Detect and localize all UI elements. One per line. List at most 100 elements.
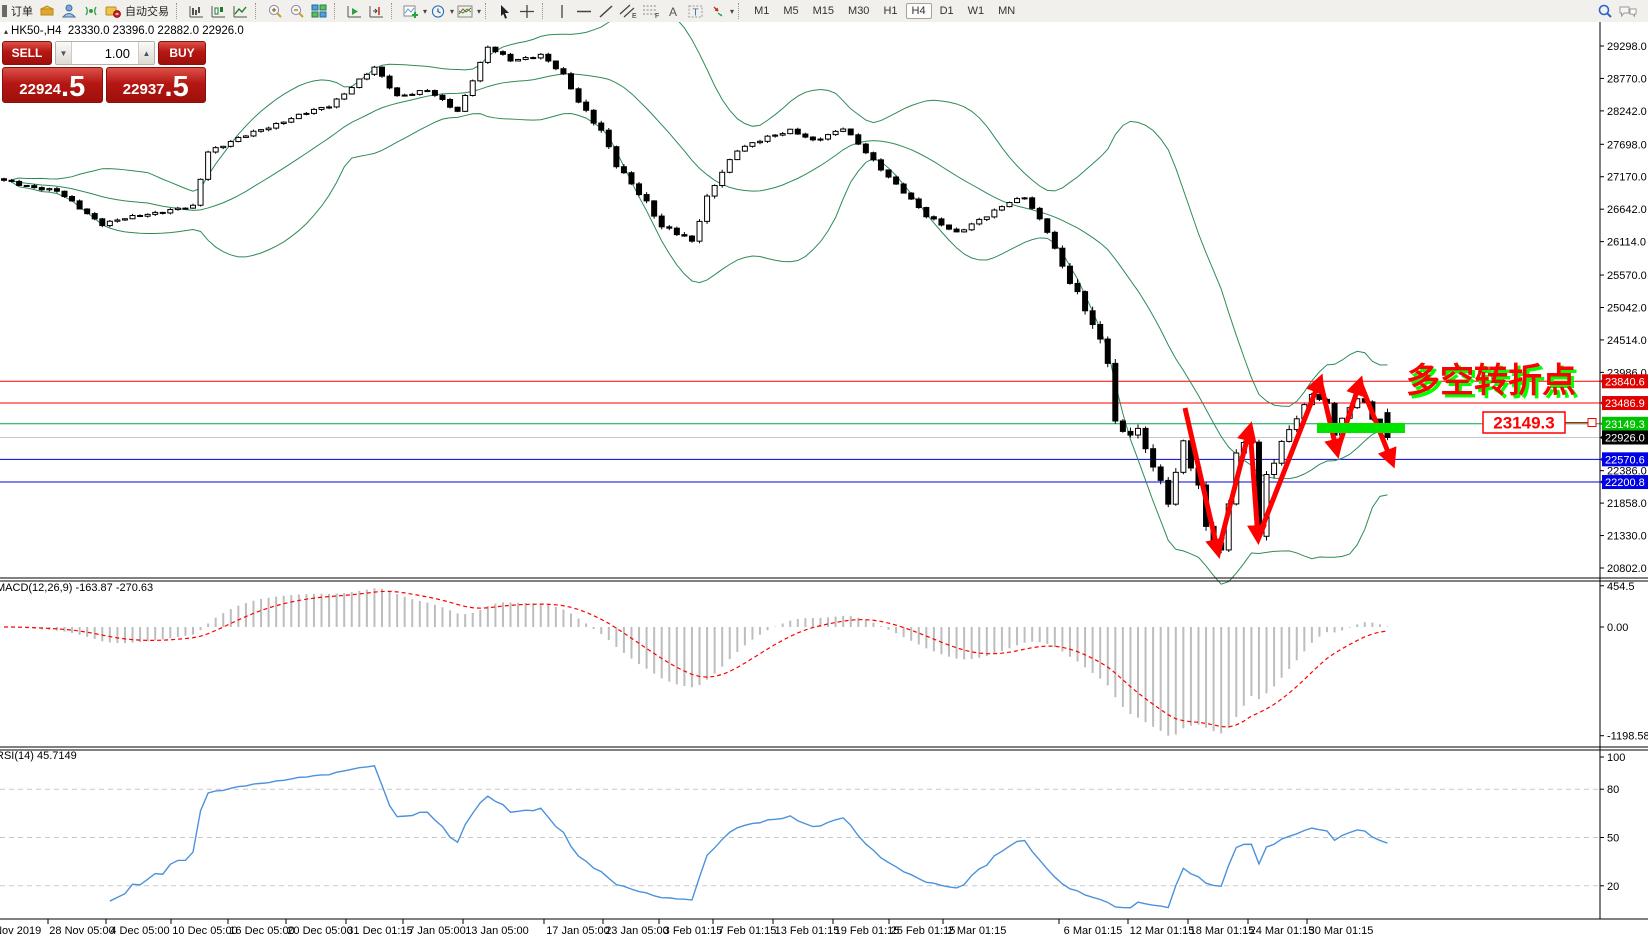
- trend-arrow-annotation[interactable]: [1334, 375, 1366, 453]
- candle-body: [772, 134, 779, 137]
- text-tool-button[interactable]: A: [665, 2, 683, 20]
- trendline-tool-button[interactable]: [597, 2, 615, 20]
- collapse-panel-arrow-icon[interactable]: ▴: [4, 27, 9, 36]
- candle-body: [764, 135, 771, 142]
- timeframe-h1[interactable]: H1: [883, 5, 898, 17]
- crosshair-tool-button[interactable]: [518, 2, 536, 20]
- buy-button[interactable]: BUY: [158, 41, 206, 65]
- timeframe-m1[interactable]: M1: [754, 5, 770, 17]
- horizontal-line-tool-button[interactable]: [575, 2, 593, 20]
- cursor-tool-button[interactable]: [496, 2, 514, 20]
- trend-arrow-annotation[interactable]: [1215, 421, 1257, 553]
- time-axis-label: 10 Dec 05:00: [172, 925, 237, 937]
- timeframe-bar: M1 M5 M15 M30 H1 H4 D1 W1 MN: [747, 3, 1022, 19]
- candle-body: [734, 150, 741, 161]
- chevron-down-icon[interactable]: ▾: [477, 6, 482, 16]
- chart-canvas[interactable]: 29298.0 28770.0 28242.0 27698.0 27170.0 26642…: [0, 22, 1648, 941]
- candle-body: [484, 46, 491, 63]
- new-order-button[interactable]: 订单: [11, 6, 33, 18]
- price-badge-label: 23840.6: [1605, 376, 1645, 388]
- volume-input[interactable]: 1.00: [104, 45, 130, 61]
- autotrading-button[interactable]: 自动交易: [125, 6, 169, 18]
- chat-icon[interactable]: [1618, 2, 1638, 20]
- candle-body: [885, 169, 892, 178]
- chart-title: ▴ HK50-,H4 23330.0 23396.0 22882.0 22926.…: [4, 25, 244, 37]
- signal-icon[interactable]: [82, 2, 100, 20]
- candle-body: [8, 179, 15, 182]
- volume-increase-button[interactable]: ▲: [138, 42, 154, 64]
- timeframe-w1[interactable]: W1: [967, 5, 985, 17]
- price-badge-label: 22926.0: [1605, 432, 1645, 444]
- rsi-axis-label: 20: [1607, 881, 1619, 893]
- sell-price-frac: .5: [61, 71, 86, 104]
- autotrading-icon[interactable]: [104, 2, 122, 20]
- candle-body: [552, 60, 559, 70]
- tile-windows-button[interactable]: [310, 2, 328, 20]
- volume-decrease-button[interactable]: ▼: [56, 42, 72, 64]
- sell-price-display[interactable]: 22924.5: [2, 67, 103, 103]
- candle-body: [817, 138, 824, 141]
- period-clock-button[interactable]: [429, 2, 447, 20]
- arrows-tool-button[interactable]: [709, 2, 727, 20]
- zoom-out-button[interactable]: [288, 2, 306, 20]
- zoom-in-button[interactable]: [266, 2, 284, 20]
- bar-chart-type-button[interactable]: [187, 2, 205, 20]
- candle-body: [930, 216, 937, 220]
- candle-body: [235, 136, 242, 143]
- toolbar-separator: [485, 3, 490, 19]
- candle-body: [893, 176, 900, 185]
- timeframe-h4[interactable]: H4: [905, 3, 932, 19]
- time-axis-label: 30 Mar 01:15: [1309, 925, 1374, 937]
- buy-price-display[interactable]: 22937.5: [105, 67, 206, 103]
- time-axis-label: 20 Dec 05:00: [287, 925, 352, 937]
- vertical-line-tool-button[interactable]: [553, 2, 571, 20]
- candlestick-chart-type-button[interactable]: [209, 2, 227, 20]
- add-indicator-button[interactable]: [402, 2, 420, 20]
- candle-body: [288, 118, 295, 123]
- search-icon[interactable]: [1596, 2, 1614, 20]
- candle-body: [492, 46, 499, 53]
- price-badge-arrow: [1600, 377, 1605, 386]
- candle-body: [1293, 418, 1300, 431]
- timeframe-d1[interactable]: D1: [939, 5, 954, 17]
- profile-icon[interactable]: [60, 2, 78, 20]
- timeframe-m30[interactable]: M30: [848, 5, 870, 17]
- candle-body: [318, 106, 325, 110]
- time-axis-label: 13 Feb 01:15: [775, 925, 840, 937]
- chevron-down-icon[interactable]: ▾: [450, 6, 455, 16]
- candle-body: [1021, 197, 1028, 200]
- fibonacci-tool-button[interactable]: F: [642, 2, 661, 20]
- chevron-down-icon[interactable]: ▾: [730, 6, 735, 16]
- price-badge: [1602, 430, 1648, 445]
- candle-body: [76, 200, 83, 210]
- trend-arrow-annotation[interactable]: [1357, 381, 1397, 469]
- candle-body: [220, 145, 227, 149]
- timeframe-m5[interactable]: M5: [783, 5, 799, 17]
- bollinger-lower-band: [11, 113, 1388, 585]
- market-depth-icon[interactable]: [38, 2, 56, 20]
- chart-shift-button[interactable]: [367, 2, 385, 20]
- candle-body: [1097, 324, 1104, 340]
- price-badge-arrow: [1600, 455, 1605, 464]
- templates-button[interactable]: [456, 2, 474, 20]
- candle-body: [469, 80, 476, 96]
- text-label-tool-button[interactable]: T: [687, 2, 705, 20]
- trend-arrow-annotation[interactable]: [1182, 407, 1225, 559]
- timeframe-m15[interactable]: M15: [812, 5, 835, 17]
- candle-body: [371, 66, 378, 75]
- candle-body: [1271, 462, 1278, 476]
- trend-arrow-annotation[interactable]: [1247, 427, 1268, 545]
- timeframe-mn[interactable]: MN: [998, 5, 1016, 17]
- main-toolbar: 订单 自动交易 ▾ ▾ ▾ E F A T ▾ M1 M5 M15 M30 H1 H4 D1…: [0, 0, 1648, 23]
- auto-scroll-button[interactable]: [345, 2, 363, 20]
- trend-arrow-annotation[interactable]: [1255, 373, 1325, 539]
- chevron-down-icon[interactable]: ▾: [423, 6, 428, 16]
- candle-body: [643, 194, 650, 202]
- equidistant-channel-tool-button[interactable]: E: [619, 2, 638, 20]
- candle-body: [69, 196, 76, 202]
- support-highlight-bar[interactable]: [1317, 423, 1405, 433]
- sell-button[interactable]: SELL: [2, 41, 52, 65]
- trend-arrow-annotation[interactable]: [1317, 379, 1344, 459]
- line-chart-type-button[interactable]: [231, 2, 249, 20]
- candle-body: [726, 159, 733, 173]
